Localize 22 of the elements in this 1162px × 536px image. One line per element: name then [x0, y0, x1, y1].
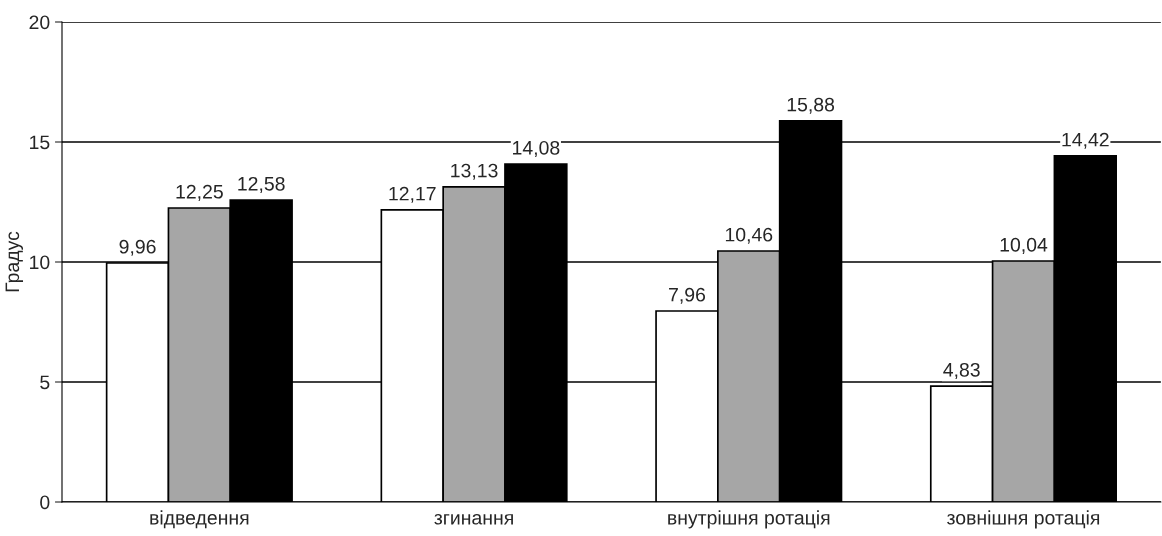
y-tick-label: 15 — [30, 135, 50, 150]
y-tick-label: 20 — [29, 15, 50, 30]
y-tick-label: 0 — [40, 495, 50, 510]
x-tick-label: зовнішня ротація — [947, 510, 1100, 529]
data-label: 12,17 — [389, 186, 436, 203]
data-label: 7,96 — [669, 287, 706, 304]
data-label: 10,04 — [1000, 237, 1048, 254]
data-label: 14,08 — [513, 140, 560, 157]
data-label: 10,46 — [725, 227, 773, 244]
y-tick-label: 5 — [40, 375, 50, 390]
data-label: 13,13 — [451, 163, 498, 180]
x-tick-label: відведення — [150, 510, 249, 529]
data-label: 9,96 — [119, 239, 156, 256]
x-tick-label: згинання — [434, 513, 513, 525]
data-label: 15,88 — [787, 97, 835, 114]
data-label: 12,25 — [176, 184, 223, 201]
y-axis-title: Градус — [5, 231, 24, 292]
y-tick-label: 10 — [30, 255, 50, 270]
x-tick-label: внутрішня ротація — [668, 510, 830, 529]
data-label: 4,83 — [943, 362, 980, 379]
data-label: 14,42 — [1062, 132, 1109, 149]
data-label: 12,58 — [238, 176, 285, 193]
